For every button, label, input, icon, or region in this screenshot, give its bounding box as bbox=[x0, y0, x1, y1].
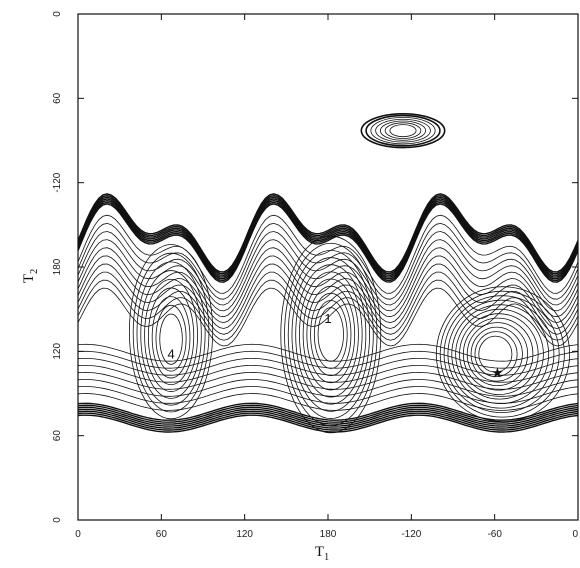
lower-boundary-band bbox=[77, 412, 579, 431]
x-tick-label: 0 bbox=[75, 529, 81, 540]
contour-line-lower bbox=[77, 393, 579, 411]
contour-line-upper bbox=[77, 271, 579, 335]
upper-boundary-band bbox=[77, 203, 579, 283]
contour-line-1 bbox=[159, 313, 183, 365]
y-tick-label: 120 bbox=[52, 343, 63, 360]
x-tick-label: 180 bbox=[320, 529, 337, 540]
y-axis-label: T2 bbox=[21, 269, 40, 283]
contour-line-2 bbox=[302, 278, 359, 391]
contour-line-1 bbox=[144, 278, 198, 392]
contour-line-lower bbox=[77, 350, 579, 369]
lower-boundary-band bbox=[77, 414, 579, 433]
contour-line-3 bbox=[466, 322, 529, 387]
lower-boundary-band bbox=[77, 410, 579, 429]
contour-line-3 bbox=[455, 308, 544, 400]
contour-line-upper bbox=[77, 231, 579, 306]
contour-line-lower bbox=[77, 379, 579, 397]
contour-line-upper bbox=[77, 263, 579, 329]
lower-boundary-band bbox=[77, 404, 579, 423]
y-tick-label: -120 bbox=[52, 172, 63, 192]
boundary-bands bbox=[77, 193, 579, 433]
y-tick-labels: 0 60 120 180 -120 60 0 bbox=[52, 11, 63, 523]
contour-line-upper bbox=[77, 239, 579, 312]
contour-line-2 bbox=[295, 264, 367, 405]
contour-line-1 bbox=[128, 244, 214, 420]
x-tick-labels: 0 60 120 180 -120 -60 0 bbox=[75, 529, 578, 540]
lower-boundary-band bbox=[77, 402, 579, 421]
upper-boundary-band bbox=[77, 199, 579, 280]
x-tick-label: -60 bbox=[487, 529, 502, 540]
x-tick-label: -120 bbox=[401, 529, 421, 540]
contour-line-upper bbox=[77, 279, 579, 341]
y-axis-label-main: T bbox=[21, 274, 37, 283]
lower-boundary-band bbox=[77, 408, 579, 427]
contour-line-2 bbox=[284, 242, 378, 427]
contour-line-1 bbox=[136, 261, 206, 406]
contour-lines bbox=[77, 112, 579, 434]
contour-line-upper bbox=[77, 214, 579, 294]
contour-line-3 bbox=[470, 326, 523, 382]
y-tick-label: 0 bbox=[52, 517, 63, 523]
contour-line-3 bbox=[447, 299, 555, 409]
x-tick-label: 60 bbox=[156, 529, 168, 540]
island-contour bbox=[389, 124, 417, 138]
contour-line-upper bbox=[77, 287, 579, 347]
x-axis-label-main: T bbox=[315, 544, 324, 560]
island-contour bbox=[384, 122, 422, 139]
upper-boundary-band bbox=[77, 196, 579, 277]
y-tick-label: 60 bbox=[52, 92, 63, 104]
island-contour bbox=[379, 120, 427, 141]
contour-line-3 bbox=[451, 304, 550, 405]
contour-line-upper bbox=[77, 247, 579, 318]
y-tick-label: 60 bbox=[52, 430, 63, 442]
region-label-1: 1 bbox=[324, 311, 331, 326]
upper-boundary-band bbox=[77, 193, 579, 273]
contour-line-lower bbox=[77, 371, 579, 390]
star-marker: ★ bbox=[491, 365, 504, 381]
x-axis-label: T1 bbox=[315, 544, 329, 563]
contour-line-1 bbox=[140, 270, 202, 399]
island-contour bbox=[365, 114, 441, 147]
contour-line-3 bbox=[435, 286, 571, 423]
contour-line-1 bbox=[147, 287, 195, 386]
y-tick-label: 0 bbox=[52, 11, 63, 17]
contour-line-3 bbox=[474, 331, 518, 378]
y-axis-label-sub: 2 bbox=[29, 269, 40, 274]
contour-line-upper bbox=[77, 255, 579, 324]
island-contour bbox=[370, 117, 436, 145]
contour-line-1 bbox=[155, 304, 187, 372]
x-tick-label: 0 bbox=[572, 529, 578, 540]
contour-line-2 bbox=[287, 249, 374, 419]
upper-boundary-band bbox=[77, 201, 579, 282]
island-contour bbox=[375, 118, 431, 143]
upper-boundary-band bbox=[77, 194, 579, 275]
lower-boundary-band bbox=[77, 406, 579, 425]
plot-frame bbox=[77, 13, 579, 521]
x-axis-label-sub: 1 bbox=[324, 552, 329, 563]
contour-line-2 bbox=[310, 292, 352, 377]
contour-line-3 bbox=[478, 335, 513, 373]
upper-boundary-band bbox=[77, 198, 579, 278]
contour-line-lower bbox=[77, 358, 579, 376]
contour-line-lower bbox=[77, 365, 579, 383]
region-label-4: 4 bbox=[167, 346, 174, 361]
contour-line-lower bbox=[77, 343, 579, 362]
y-tick-label: 180 bbox=[52, 258, 63, 275]
contour-line-1 bbox=[151, 296, 191, 379]
annotations: 1 4 ★ bbox=[167, 311, 503, 381]
contour-line-3 bbox=[443, 295, 560, 414]
tick-marks bbox=[77, 13, 579, 521]
contour-line-upper bbox=[77, 222, 579, 300]
island-contour bbox=[360, 112, 446, 149]
contour-line-lower bbox=[77, 386, 579, 404]
contour-line-1 bbox=[132, 252, 210, 413]
x-tick-label: 120 bbox=[236, 529, 253, 540]
